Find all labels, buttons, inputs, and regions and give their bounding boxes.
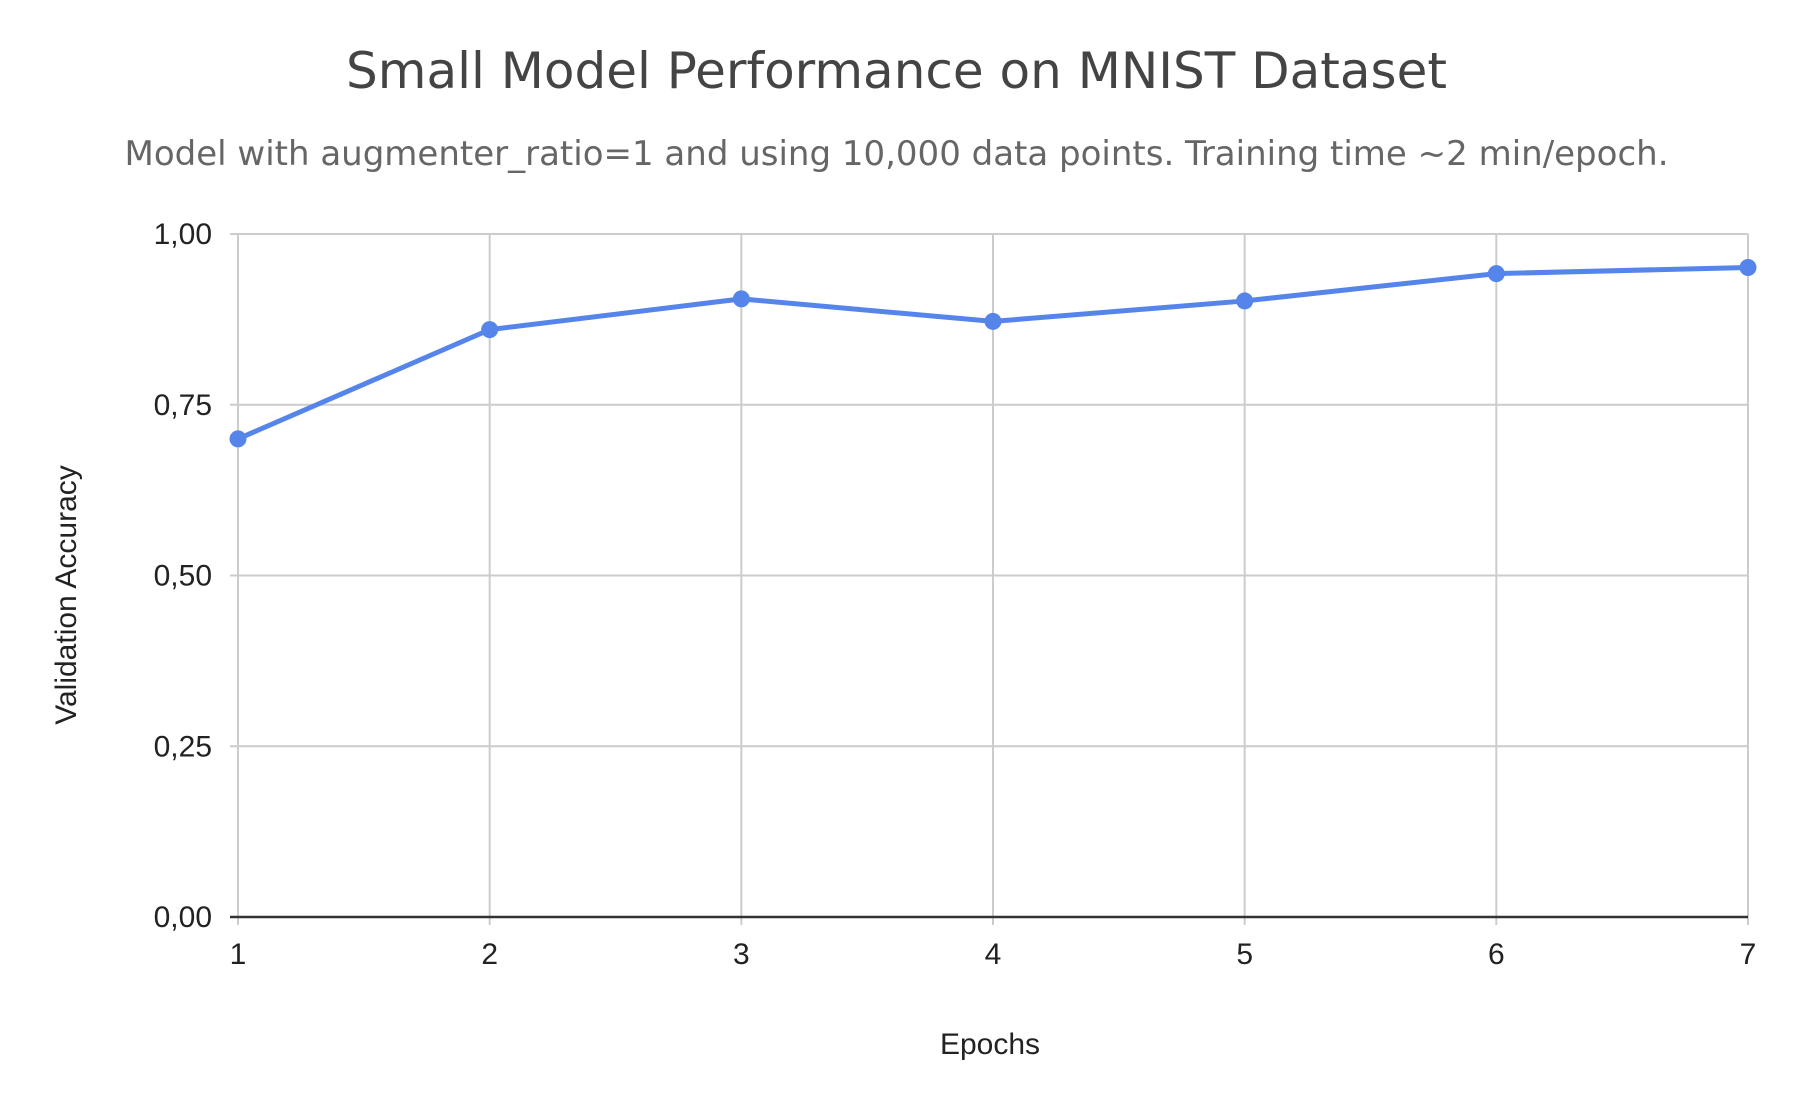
data-point <box>1236 292 1254 310</box>
x-tick-label: 7 <box>1740 938 1757 971</box>
data-point <box>481 321 499 339</box>
x-tick-label: 5 <box>1236 938 1253 971</box>
y-tick-label: 1,00 <box>154 218 212 251</box>
gridlines <box>230 233 1749 925</box>
data-point <box>732 290 750 308</box>
x-tick-label: 3 <box>733 938 750 971</box>
tick-labels: 0,00 0,25 0,50 0,75 1,00 1 2 3 4 5 6 7 <box>154 218 1757 971</box>
y-axis-title: Validation Accuracy <box>50 465 83 725</box>
x-tick-label: 1 <box>230 938 247 971</box>
data-point <box>984 312 1002 330</box>
y-tick-label: 0,25 <box>154 730 212 763</box>
series-accuracy <box>229 258 1757 448</box>
chart-title: Small Model Performance on MNIST Dataset <box>346 42 1447 100</box>
y-tick-label: 0,75 <box>154 389 212 422</box>
y-tick-label: 0,00 <box>154 901 212 934</box>
y-tick-label: 0,50 <box>154 560 212 593</box>
x-axis-title: Epochs <box>940 1028 1040 1061</box>
x-tick-label: 2 <box>481 938 498 971</box>
data-point <box>1487 265 1505 283</box>
chart-subtitle: Model with augmenter_ratio=1 and using 1… <box>124 134 1669 174</box>
x-tick-label: 4 <box>985 938 1002 971</box>
data-point <box>1739 258 1757 276</box>
x-tick-label: 6 <box>1488 938 1505 971</box>
data-point <box>229 430 247 448</box>
